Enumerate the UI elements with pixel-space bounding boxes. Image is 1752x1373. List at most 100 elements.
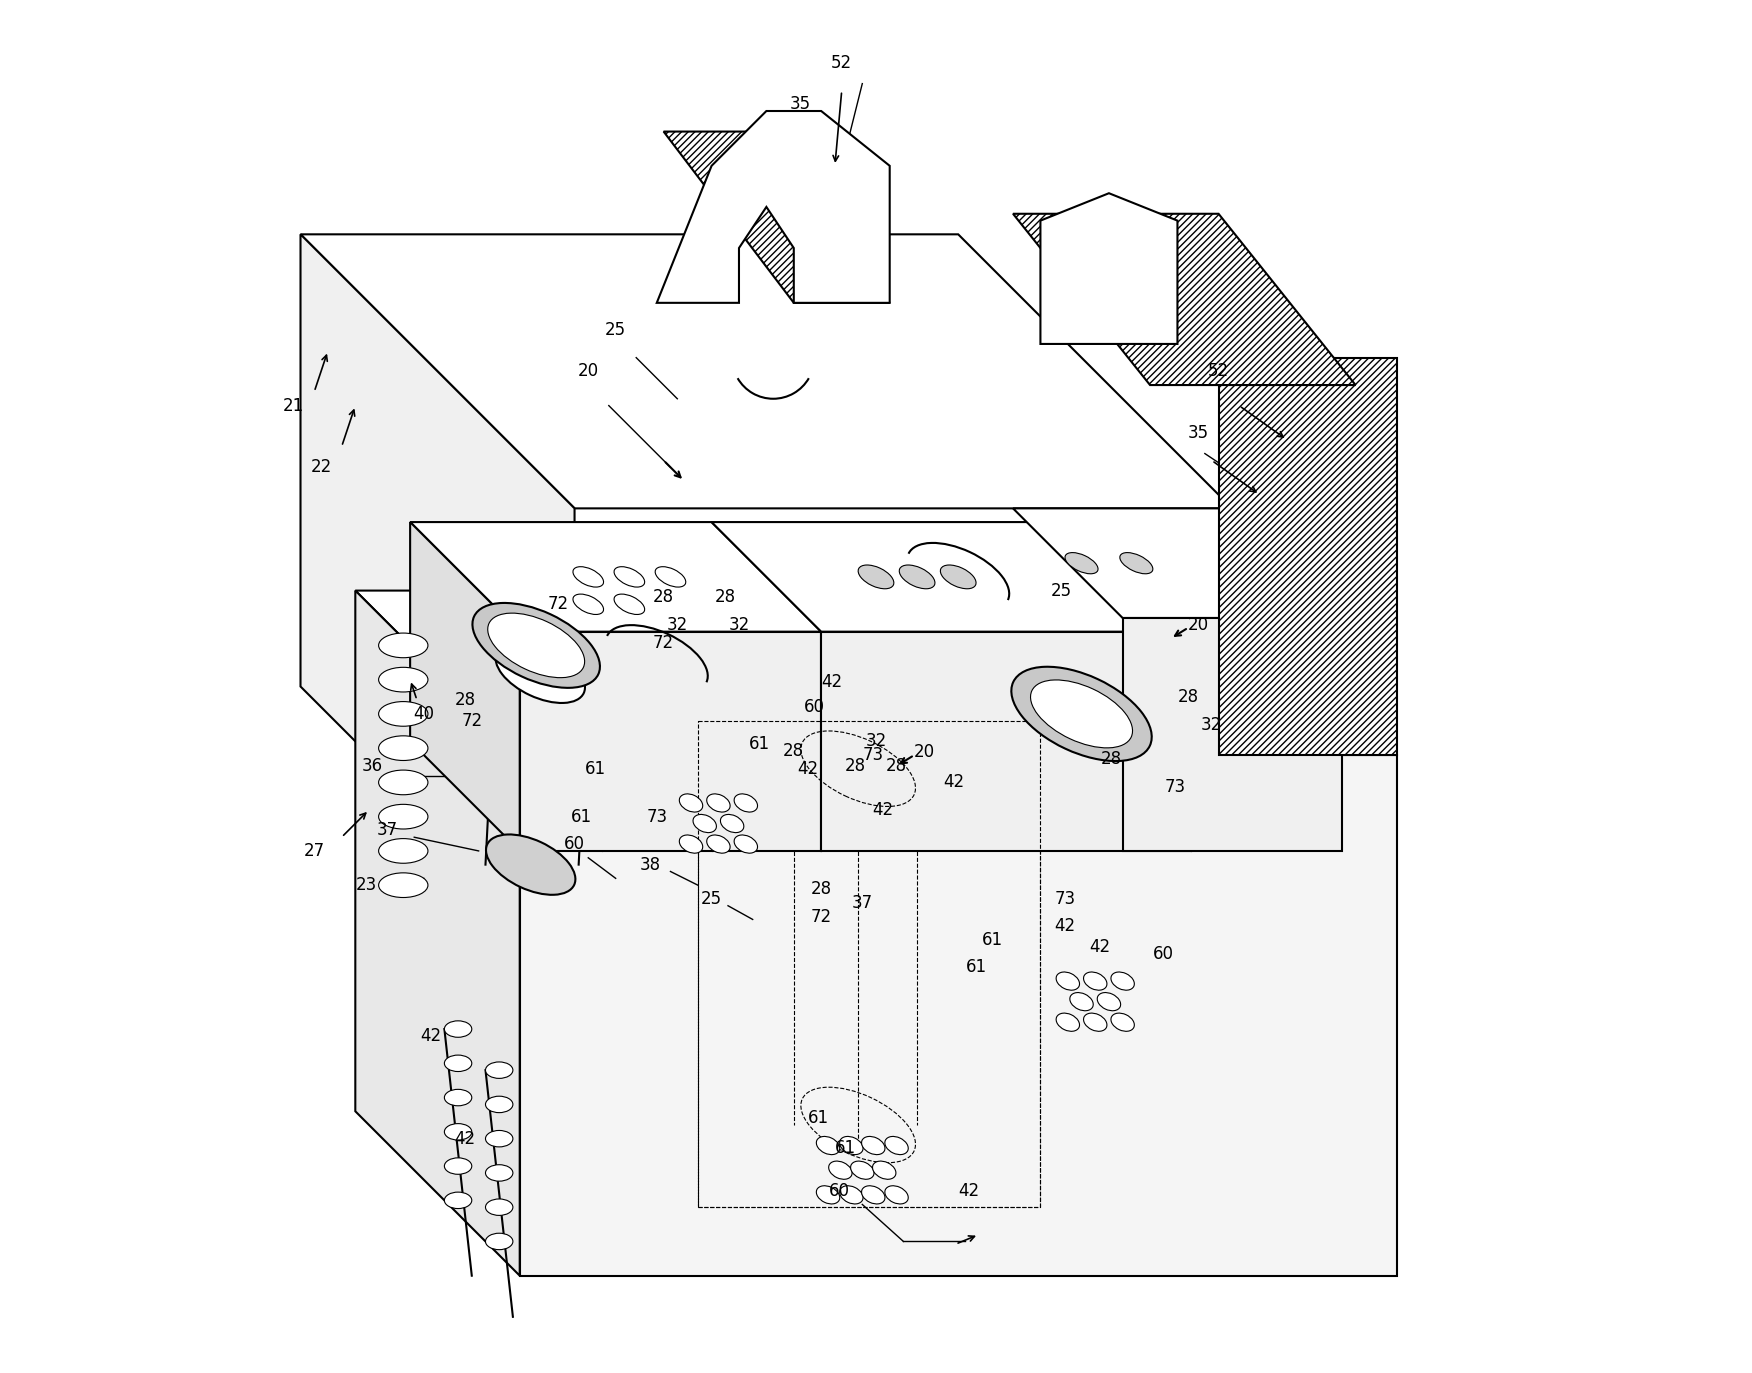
Text: 27: 27 (303, 842, 324, 859)
Text: 42: 42 (454, 1130, 475, 1148)
Ellipse shape (445, 1022, 471, 1037)
Text: 61: 61 (836, 1140, 857, 1157)
Polygon shape (1219, 357, 1396, 755)
Ellipse shape (816, 1137, 839, 1155)
Text: 20: 20 (913, 743, 934, 761)
Ellipse shape (862, 1186, 885, 1204)
Ellipse shape (378, 839, 427, 864)
Ellipse shape (378, 667, 427, 692)
Text: 42: 42 (1055, 917, 1076, 935)
Text: 42: 42 (944, 773, 965, 791)
Text: 28: 28 (811, 880, 832, 898)
Polygon shape (520, 755, 1396, 1276)
Text: 72: 72 (461, 711, 482, 730)
Text: 36: 36 (361, 757, 382, 774)
Ellipse shape (1111, 972, 1134, 990)
Ellipse shape (485, 1130, 513, 1146)
Text: 73: 73 (1055, 890, 1076, 908)
Text: 61: 61 (808, 1109, 829, 1127)
Polygon shape (1123, 618, 1342, 851)
Text: 28: 28 (844, 757, 865, 774)
Polygon shape (822, 632, 1191, 851)
Polygon shape (520, 632, 822, 851)
Polygon shape (1013, 214, 1356, 384)
Text: 32: 32 (729, 616, 750, 634)
Ellipse shape (445, 1089, 471, 1105)
Text: 61: 61 (585, 759, 606, 777)
Ellipse shape (1083, 972, 1107, 990)
Polygon shape (356, 590, 1396, 755)
Ellipse shape (378, 805, 427, 829)
Polygon shape (1013, 508, 1342, 618)
Ellipse shape (655, 567, 685, 588)
Ellipse shape (1083, 1013, 1107, 1031)
Text: 73: 73 (646, 807, 668, 825)
Text: 42: 42 (958, 1182, 979, 1200)
Ellipse shape (1011, 667, 1151, 761)
Ellipse shape (378, 770, 427, 795)
Text: 23: 23 (356, 876, 377, 894)
Ellipse shape (378, 873, 427, 898)
Text: 42: 42 (1088, 938, 1111, 956)
Text: 72: 72 (811, 908, 832, 925)
Ellipse shape (485, 1199, 513, 1215)
Ellipse shape (485, 835, 575, 895)
Ellipse shape (1065, 552, 1099, 574)
Ellipse shape (613, 567, 645, 588)
Ellipse shape (378, 736, 427, 761)
Polygon shape (356, 590, 520, 1276)
Text: 25: 25 (701, 890, 722, 908)
Ellipse shape (1111, 1013, 1134, 1031)
Ellipse shape (485, 1096, 513, 1112)
Polygon shape (657, 111, 890, 303)
Text: 72: 72 (548, 596, 569, 614)
Text: 28: 28 (1100, 750, 1123, 768)
Ellipse shape (1097, 993, 1121, 1011)
Text: 25: 25 (604, 321, 625, 339)
Text: 42: 42 (797, 759, 818, 777)
Text: 60: 60 (804, 697, 825, 717)
Ellipse shape (734, 794, 757, 811)
Ellipse shape (694, 814, 717, 832)
Ellipse shape (378, 702, 427, 726)
Text: 72: 72 (653, 634, 675, 652)
Text: 60: 60 (564, 835, 585, 853)
Ellipse shape (839, 1137, 864, 1155)
Ellipse shape (816, 1186, 839, 1204)
Ellipse shape (1056, 972, 1079, 990)
Text: 35: 35 (1188, 424, 1209, 442)
Text: 61: 61 (748, 735, 771, 752)
Ellipse shape (680, 794, 703, 811)
Polygon shape (410, 522, 520, 851)
Text: 61: 61 (571, 807, 592, 825)
Ellipse shape (829, 1162, 851, 1179)
Ellipse shape (1070, 993, 1093, 1011)
Polygon shape (1041, 194, 1177, 345)
Polygon shape (711, 522, 1191, 632)
Ellipse shape (613, 595, 645, 615)
Ellipse shape (445, 1054, 471, 1071)
Ellipse shape (485, 1164, 513, 1181)
Ellipse shape (872, 1162, 895, 1179)
Ellipse shape (573, 567, 603, 588)
Text: 61: 61 (981, 931, 1004, 949)
Ellipse shape (734, 835, 757, 853)
Text: 20: 20 (1188, 616, 1209, 634)
Ellipse shape (839, 1186, 864, 1204)
Text: 32: 32 (865, 732, 887, 750)
Text: 25: 25 (1051, 582, 1072, 600)
Text: 60: 60 (1153, 945, 1174, 962)
Ellipse shape (899, 566, 936, 589)
Text: 28: 28 (1177, 688, 1198, 707)
Text: 21: 21 (284, 397, 305, 415)
Ellipse shape (720, 814, 745, 832)
Text: 73: 73 (862, 746, 883, 763)
Ellipse shape (1056, 1013, 1079, 1031)
Ellipse shape (485, 1061, 513, 1078)
Text: 32: 32 (668, 616, 689, 634)
Ellipse shape (445, 1157, 471, 1174)
Ellipse shape (445, 1123, 471, 1140)
Ellipse shape (858, 566, 894, 589)
Text: 42: 42 (822, 673, 843, 692)
Text: 28: 28 (653, 589, 675, 607)
